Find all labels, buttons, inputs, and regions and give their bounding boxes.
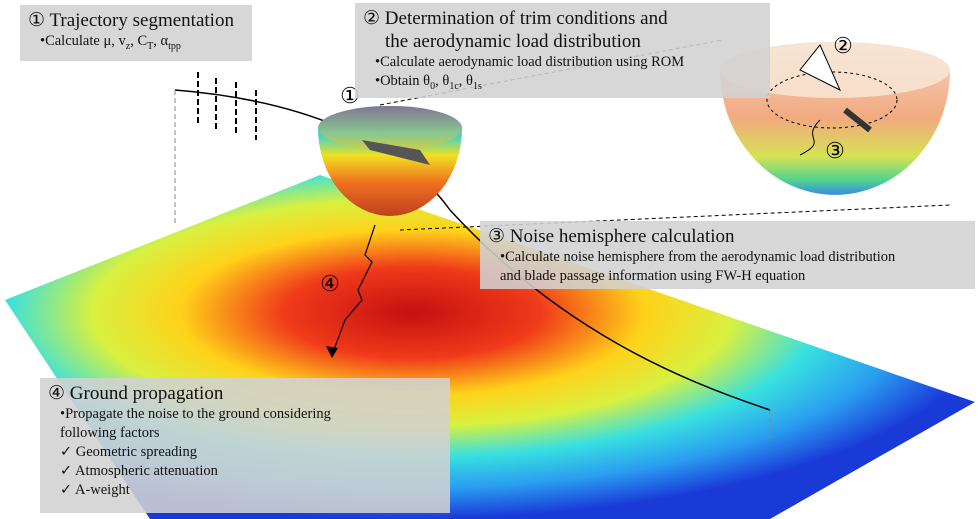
text: and blade passage information using FW-H…: [500, 268, 806, 284]
marker: ③: [825, 138, 845, 163]
text: •Calculate noise hemisphere from the aer…: [500, 249, 896, 265]
load-cone: [799, 44, 842, 92]
subscript: 1s: [472, 80, 482, 92]
rotor-disk: [766, 71, 898, 129]
step-line: ✓ A-weight: [48, 481, 442, 500]
segments: [197, 72, 257, 140]
text: ✓ Atmospheric attenuation: [60, 463, 218, 479]
text: , θ: [458, 73, 473, 89]
step-line: •Calculate aerodynamic load distribution…: [363, 53, 762, 72]
text: •Calculate μ, v: [40, 33, 126, 49]
text: •Calculate aerodynamic load distribution…: [375, 54, 685, 70]
subscript: z: [125, 40, 131, 52]
text: , α: [153, 33, 169, 49]
step-box: ③ Noise hemisphere calculation •Calculate…: [480, 221, 975, 289]
arrow: [326, 346, 338, 358]
step-title: ② Determination of trim conditions and: [363, 8, 668, 29]
step-box: ② Determination of trim conditions and th…: [355, 3, 770, 98]
subscript: 0: [430, 80, 436, 92]
markers: ① ② ③ ④: [320, 33, 853, 296]
text: following factors: [60, 425, 160, 441]
step-line: and blade passage information using FW-H…: [488, 267, 967, 286]
text: , θ: [435, 73, 450, 89]
step-line: •Obtain θ0, θ1c, θ1s: [363, 72, 762, 96]
step-title: the aerodynamic load distribution: [385, 31, 641, 52]
hemisphere-rim: [720, 42, 950, 98]
helicopter: [362, 140, 430, 165]
text: ✓ A-weight: [60, 482, 130, 498]
step-line: following factors: [48, 424, 442, 443]
marker: ①: [340, 83, 360, 108]
subscript: T: [147, 40, 154, 52]
propagation-path: [331, 224, 376, 356]
step-line: ✓ Atmospheric attenuation: [48, 462, 442, 481]
step-line: ✓ Geometric spreading: [48, 443, 442, 462]
step-title: ① Trajectory segmentation: [28, 10, 234, 31]
text: ✓ Geometric spreading: [60, 444, 197, 460]
marker: ②: [833, 33, 853, 58]
step-title: ④ Ground propagation: [48, 383, 224, 404]
subscript: 1c: [449, 80, 459, 92]
step-line: •Calculate μ, vz, CT, αtpp: [28, 32, 244, 56]
subscript: tpp: [168, 40, 181, 52]
step-line: •Calculate noise hemisphere from the aer…: [488, 248, 967, 267]
text: •Obtain θ: [375, 73, 431, 89]
step-box: ① Trajectory segmentation •Calculate μ, v…: [20, 5, 252, 61]
blade-path: [799, 119, 821, 156]
blade: [843, 107, 872, 133]
marker: ④: [320, 271, 340, 296]
trajectory: [174, 89, 771, 411]
step-line: •Propagate the noise to the ground consi…: [48, 405, 442, 424]
step-box: ④ Ground propagation •Propagate the noise…: [40, 378, 450, 513]
text: •Propagate the noise to the ground consi…: [60, 406, 331, 422]
text: , C: [130, 33, 148, 49]
step-title: ③ Noise hemisphere calculation: [488, 226, 735, 247]
hemisphere-rim: [318, 106, 462, 150]
